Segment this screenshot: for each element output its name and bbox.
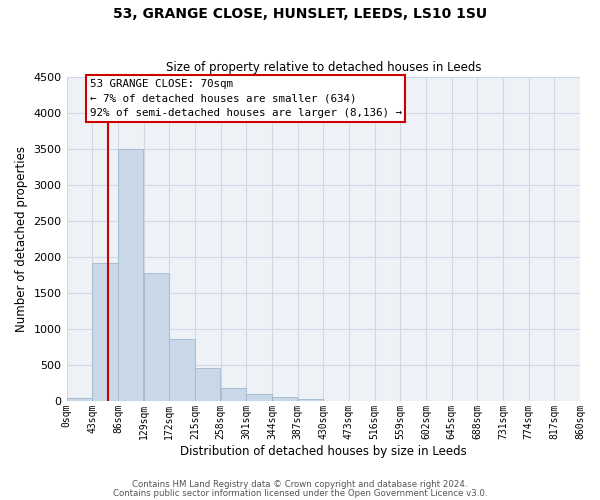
Bar	[67, 398, 92, 401]
Bar	[195, 368, 220, 401]
Bar	[169, 339, 194, 401]
Text: Contains public sector information licensed under the Open Government Licence v3: Contains public sector information licen…	[113, 488, 487, 498]
Bar	[298, 399, 323, 401]
Bar	[247, 394, 272, 401]
X-axis label: Distribution of detached houses by size in Leeds: Distribution of detached houses by size …	[180, 444, 467, 458]
Y-axis label: Number of detached properties: Number of detached properties	[15, 146, 28, 332]
Bar	[92, 262, 118, 401]
Text: Contains HM Land Registry data © Crown copyright and database right 2024.: Contains HM Land Registry data © Crown c…	[132, 480, 468, 489]
Bar	[221, 388, 246, 401]
Bar	[118, 149, 143, 401]
Text: 53, GRANGE CLOSE, HUNSLET, LEEDS, LS10 1SU: 53, GRANGE CLOSE, HUNSLET, LEEDS, LS10 1…	[113, 8, 487, 22]
Text: 53 GRANGE CLOSE: 70sqm
← 7% of detached houses are smaller (634)
92% of semi-det: 53 GRANGE CLOSE: 70sqm ← 7% of detached …	[89, 78, 401, 118]
Title: Size of property relative to detached houses in Leeds: Size of property relative to detached ho…	[166, 62, 481, 74]
Bar	[272, 397, 298, 401]
Bar	[144, 273, 169, 401]
